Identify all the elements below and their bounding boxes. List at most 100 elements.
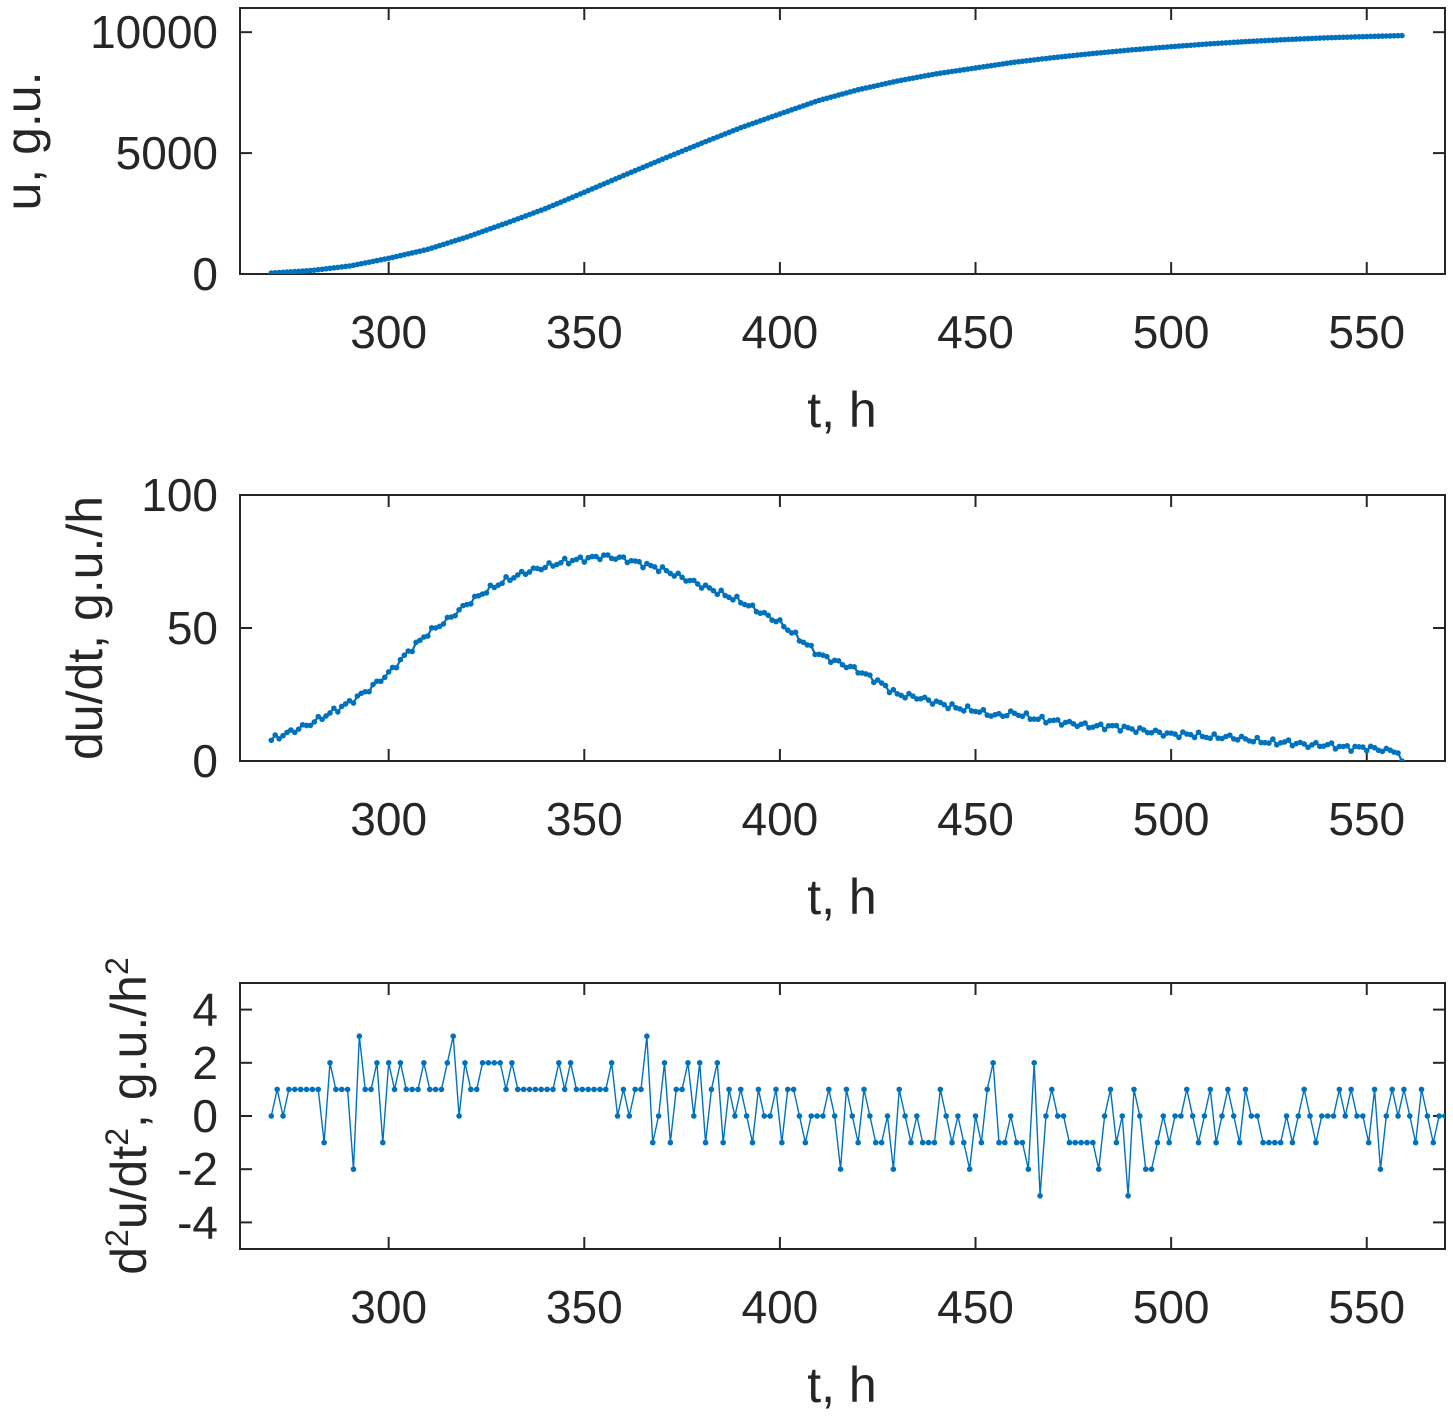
data-point — [1002, 1139, 1008, 1146]
data-point — [679, 574, 685, 581]
data-point — [921, 694, 928, 701]
data-point — [755, 1086, 762, 1093]
data-point — [1383, 1113, 1390, 1119]
data-point — [1260, 1139, 1266, 1146]
data-point — [1354, 1113, 1360, 1119]
data-point — [867, 1113, 873, 1119]
data-point — [667, 1139, 674, 1146]
data-point — [1254, 734, 1261, 741]
data-point — [462, 1060, 468, 1066]
data-point — [374, 1060, 380, 1066]
data-point — [925, 697, 932, 703]
data-point — [919, 1139, 926, 1146]
data-point — [851, 664, 858, 670]
data-point — [514, 1086, 521, 1093]
y-axis-label: du/dt, g.u./h — [57, 496, 113, 760]
data-point — [1352, 34, 1358, 40]
data-point — [356, 1033, 363, 1039]
data-point — [714, 1060, 721, 1066]
data-point — [990, 1060, 996, 1066]
data-point — [1072, 1139, 1079, 1146]
y-tick-label: -2 — [177, 1143, 218, 1195]
x-tick-label: 400 — [742, 793, 819, 845]
data-point — [608, 1060, 615, 1066]
y-tick-label: 10000 — [90, 6, 218, 58]
data-point — [839, 661, 846, 668]
data-point — [908, 1139, 914, 1146]
data-point — [1140, 727, 1147, 733]
data-point — [1189, 1113, 1196, 1119]
data-point — [949, 1139, 955, 1146]
data-point — [1360, 744, 1366, 750]
data-point — [765, 612, 771, 619]
data-point — [837, 1166, 844, 1172]
data-point — [1340, 34, 1347, 41]
data-point — [972, 1113, 979, 1119]
y-tick-label: 0 — [192, 735, 218, 787]
data-point — [1424, 1113, 1431, 1119]
data-point — [319, 716, 325, 723]
data-point — [710, 587, 717, 594]
data-point — [777, 617, 783, 623]
data-point — [1125, 1193, 1131, 1199]
data-point — [485, 1060, 492, 1066]
data-point — [1105, 722, 1112, 729]
data-point — [867, 672, 873, 678]
data-point — [1412, 1139, 1419, 1146]
data-point — [1131, 1086, 1137, 1093]
data-point — [1363, 747, 1370, 754]
data-point — [597, 1086, 603, 1093]
data-point — [1023, 710, 1030, 716]
data-point — [890, 686, 897, 693]
data-point — [1164, 730, 1171, 736]
data-point — [914, 1113, 920, 1119]
y-axis-label: u, g.u. — [0, 72, 51, 211]
data-point — [601, 552, 607, 558]
data-point — [291, 268, 298, 274]
data-point — [1324, 34, 1331, 41]
data-point — [526, 569, 533, 575]
data-point — [1019, 1139, 1026, 1146]
data-point — [614, 1113, 621, 1119]
data-point — [272, 732, 279, 738]
data-point — [520, 1086, 527, 1093]
data-point — [1109, 722, 1116, 729]
data-point — [1258, 739, 1264, 746]
data-point — [1266, 1139, 1272, 1146]
data-point — [1348, 748, 1354, 754]
data-point — [397, 656, 404, 663]
x-tick-label: 450 — [937, 1281, 1014, 1333]
data-point — [1344, 743, 1350, 749]
data-point — [1395, 32, 1401, 39]
data-point — [421, 1060, 427, 1066]
x-tick-label: 500 — [1133, 1281, 1210, 1333]
data-point — [1283, 1113, 1290, 1119]
data-point — [820, 1113, 826, 1119]
data-point — [1031, 1060, 1037, 1066]
data-point — [896, 1086, 903, 1093]
data-point — [303, 722, 310, 729]
series-trace — [270, 553, 1403, 761]
data-point — [538, 1086, 545, 1093]
data-point — [1097, 721, 1104, 728]
data-point — [685, 1060, 691, 1066]
data-point — [509, 1060, 515, 1066]
data-point — [1101, 1113, 1108, 1119]
data-point — [1191, 734, 1198, 741]
data-point — [1195, 1139, 1202, 1146]
data-point — [925, 1139, 932, 1146]
data-point — [381, 674, 388, 681]
data-point — [673, 1086, 680, 1093]
data-point — [800, 639, 807, 646]
data-point — [499, 580, 505, 587]
data-point — [1330, 1113, 1337, 1119]
data-point — [303, 1086, 310, 1093]
data-point — [362, 1086, 368, 1093]
y-tick-label: 50 — [167, 602, 218, 654]
data-point — [1307, 1113, 1313, 1119]
data-point — [1113, 1139, 1120, 1146]
data-point — [1117, 728, 1124, 734]
data-point — [941, 701, 948, 708]
data-point — [579, 1086, 586, 1093]
data-point — [268, 737, 275, 744]
